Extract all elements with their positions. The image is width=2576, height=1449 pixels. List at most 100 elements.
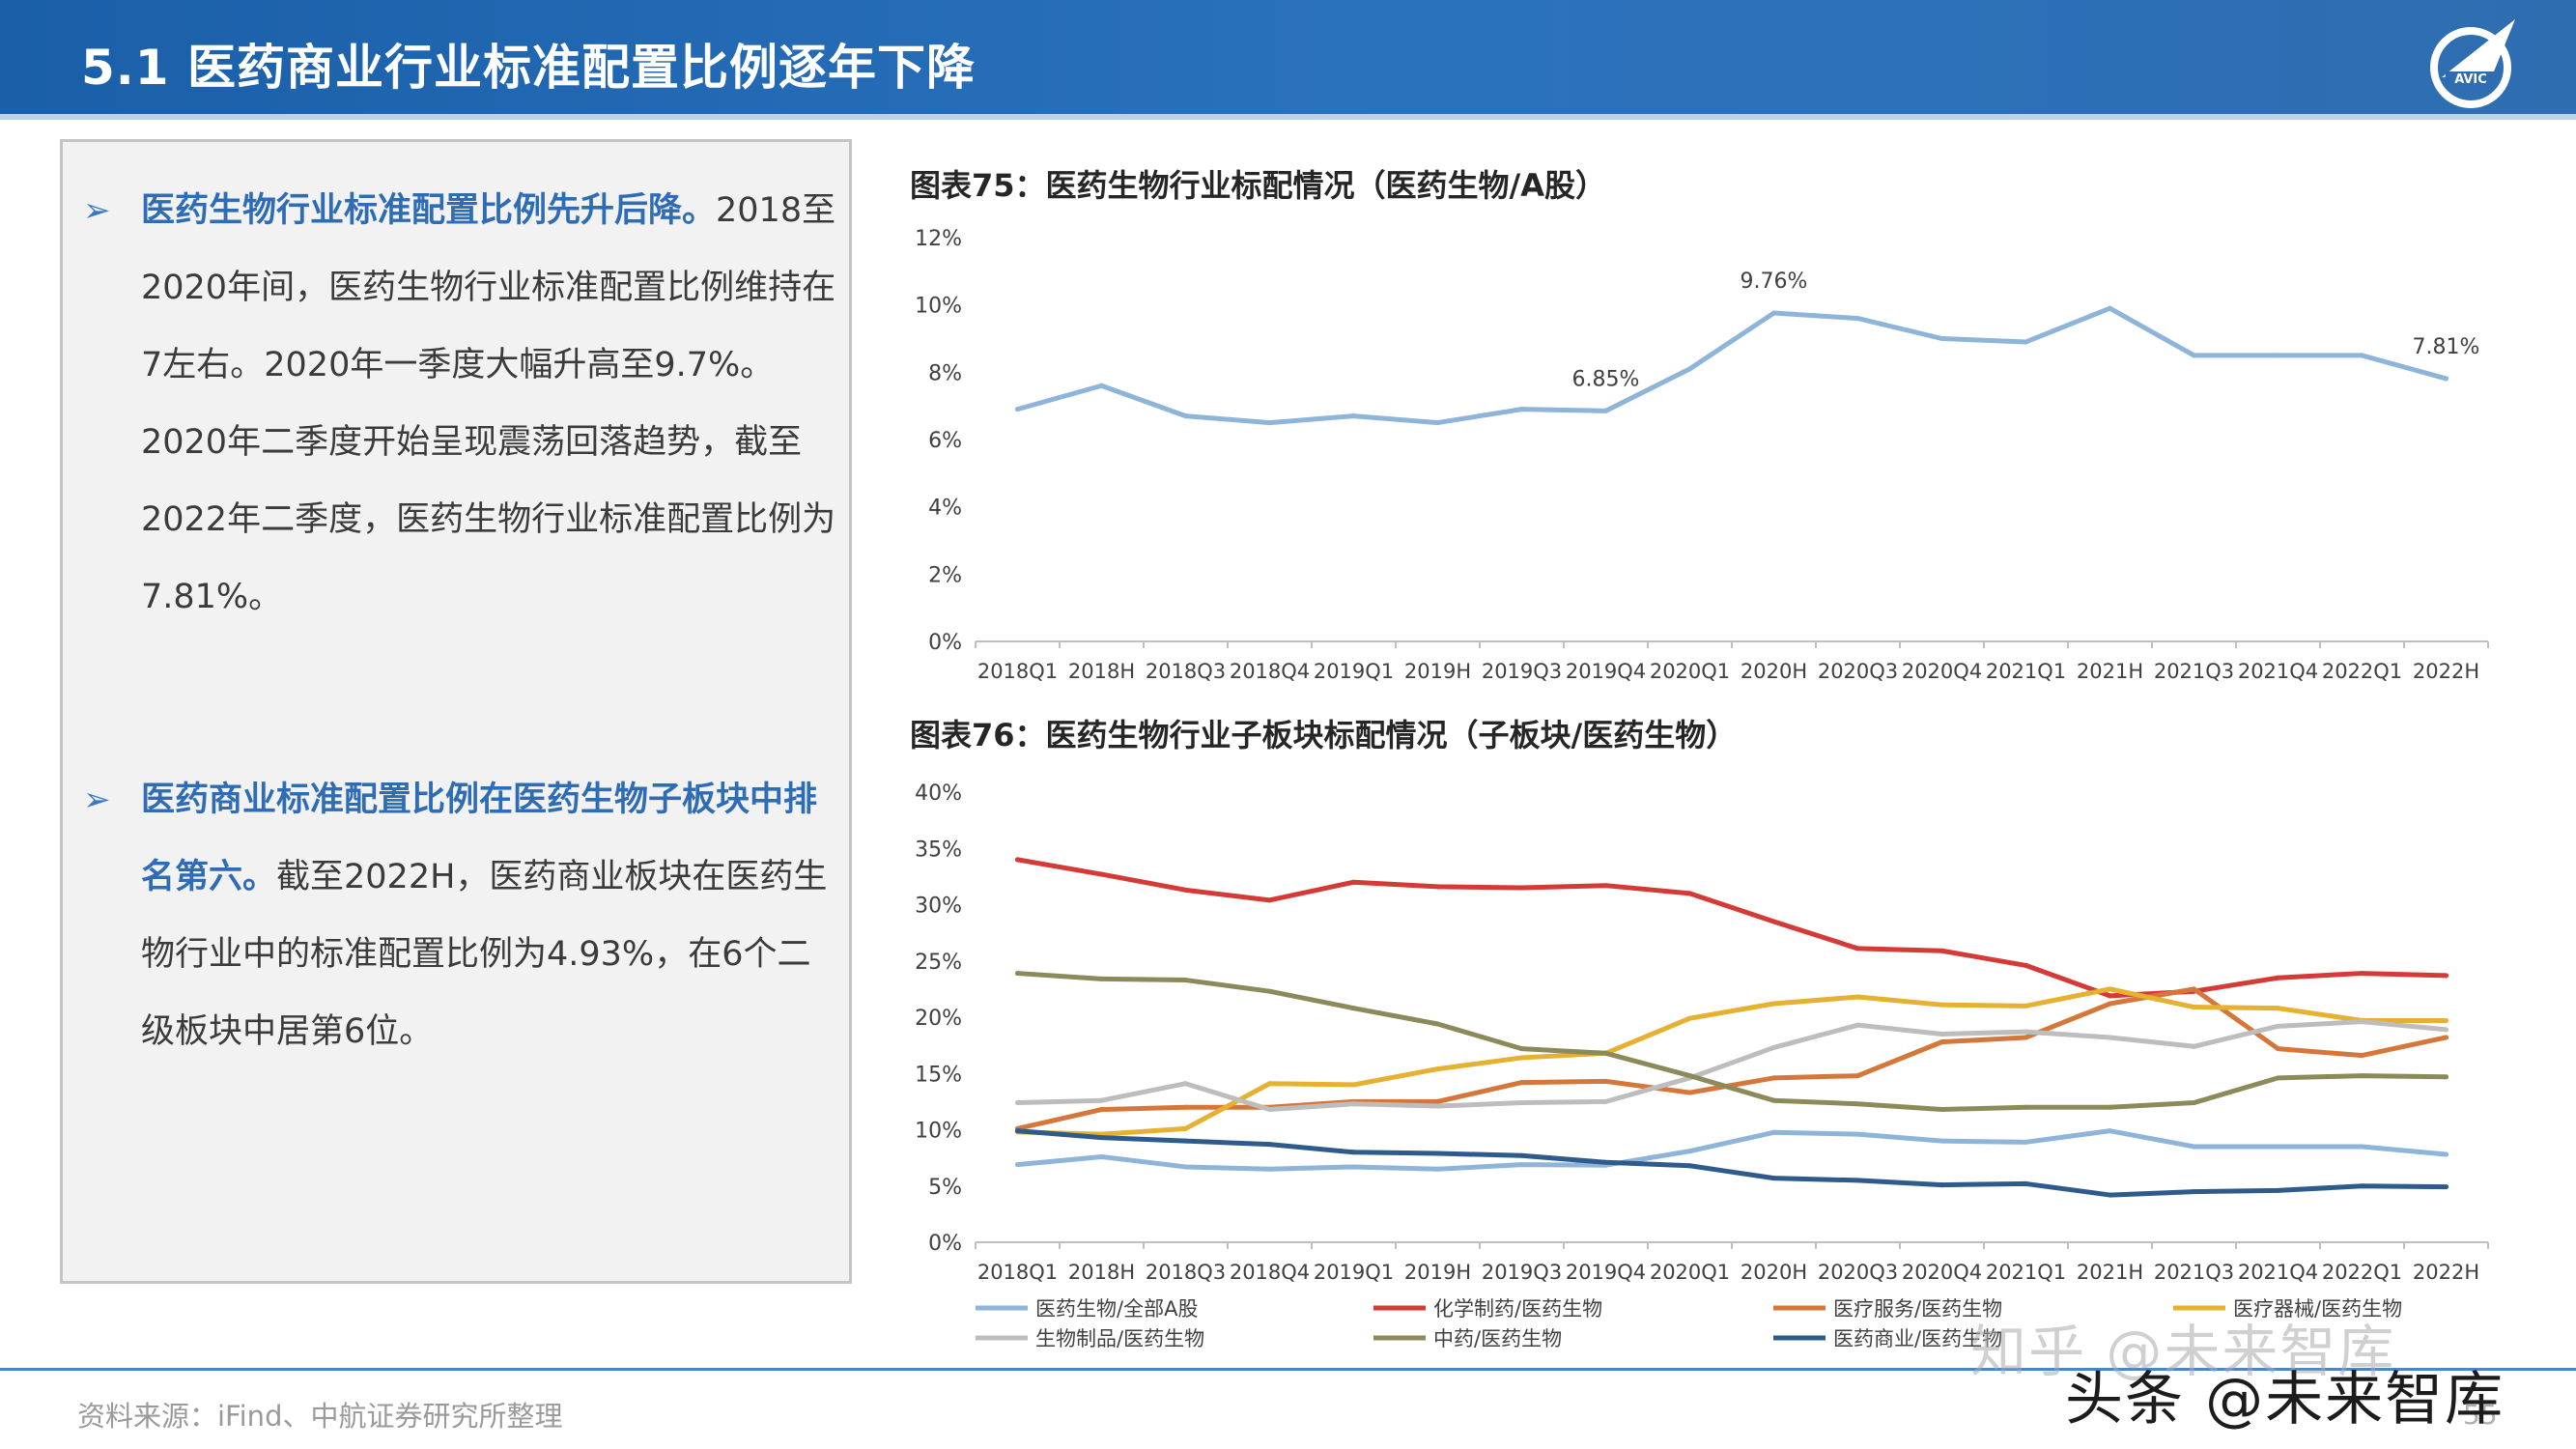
data-point — [1519, 1162, 1524, 1168]
x-tick-label: 2020Q1 — [1650, 660, 1730, 683]
data-point — [1771, 1044, 1776, 1050]
data-point — [1519, 407, 1524, 412]
data-point — [1939, 1107, 1944, 1113]
data-point — [1855, 994, 1860, 1000]
y-tick-label: 0% — [928, 1232, 962, 1256]
data-point — [1099, 1107, 1104, 1113]
data-point — [2108, 1192, 2112, 1198]
data-point — [1099, 871, 1104, 877]
data-point — [1687, 891, 1692, 896]
data-point — [1267, 420, 1272, 426]
bullet-lead-2: 医药商业标准配置比例在医药生物子板块中排名第六。 — [141, 781, 818, 896]
x-tick-label: 2020H — [1741, 1261, 1807, 1284]
data-point — [1771, 1176, 1776, 1181]
data-point — [2360, 1053, 2364, 1059]
data-point — [2192, 1144, 2196, 1150]
data-point — [1519, 1055, 1524, 1061]
data-point — [2444, 1074, 2449, 1080]
bullet-lead-1: 医药生物行业标准配置比例先升后降。 — [141, 191, 717, 230]
data-point — [1099, 1097, 1104, 1103]
data-point — [1687, 1149, 1692, 1154]
series-line-1 — [1015, 305, 2449, 426]
data-point — [2108, 1128, 2112, 1134]
y-tick-label: 35% — [915, 838, 962, 862]
data-point — [2276, 1046, 2280, 1052]
data-point — [1435, 884, 1440, 890]
data-point — [1099, 976, 1104, 981]
x-tick-label: 2019Q4 — [1566, 1261, 1646, 1284]
x-tick-label: 2021Q4 — [2238, 1261, 2318, 1284]
data-point — [2108, 1104, 2112, 1110]
chart-1-title: 图表75：医药生物行业标配情况（医药生物/A股） — [910, 167, 1606, 204]
data-point — [1351, 413, 1356, 419]
data-point — [1771, 1075, 1776, 1081]
x-tick-label: 2021H — [2077, 1261, 2143, 1284]
series-line-5 — [1015, 1019, 2449, 1113]
data-point — [1519, 1080, 1524, 1086]
data-point — [1939, 336, 1944, 341]
data-point — [1855, 316, 1860, 322]
x-tick-label: 2019H — [1404, 660, 1471, 683]
data-point — [2444, 1151, 2449, 1157]
data-point — [1015, 857, 1020, 863]
legend-label: 医疗服务/医药生物 — [1833, 1297, 2002, 1321]
bullet-arrow-icon: ➢ — [83, 781, 111, 819]
data-point — [1183, 413, 1188, 419]
data-point — [1855, 1131, 1860, 1137]
data-point — [1351, 1082, 1356, 1088]
x-tick-label: 2019H — [1404, 1261, 1471, 1284]
x-tick-label: 2018Q1 — [977, 660, 1058, 683]
source-note: 资料来源：iFind、中航证券研究所整理 — [77, 1400, 563, 1433]
x-tick-label: 2020Q3 — [1818, 1261, 1898, 1284]
data-point — [1435, 1021, 1440, 1027]
data-point — [2360, 353, 2364, 358]
data-point — [2024, 1003, 2028, 1009]
data-point — [1351, 1006, 1356, 1011]
data-point — [1939, 1138, 1944, 1144]
chart-2: 0% 5% 10% 15% 20% 25% 30% 35% 40% 2018Q1 2018H 2018… — [915, 781, 2489, 1350]
x-tick-label: 2018Q3 — [1146, 1261, 1226, 1284]
data-point — [1603, 1078, 1608, 1084]
y-tick-label: 30% — [915, 895, 962, 919]
watermark-toutiao: 头条 @未来智库 — [2065, 1366, 2505, 1434]
data-point — [2360, 1073, 2364, 1079]
x-tick-label: 2018Q4 — [1230, 660, 1310, 683]
x-tick-label: 2019Q1 — [1314, 1261, 1394, 1284]
data-point — [1099, 1153, 1104, 1159]
data-point — [1603, 1098, 1608, 1104]
y-tick-label: 10% — [915, 295, 962, 319]
series-line-6 — [1015, 971, 2449, 1113]
y-tick-label: 10% — [915, 1120, 962, 1144]
data-label: 9.76% — [1741, 270, 1808, 294]
data-point — [2024, 1029, 2028, 1035]
data-point — [1183, 1125, 1188, 1131]
data-point — [2024, 1035, 2028, 1040]
x-tick-label: 2022Q1 — [2322, 1261, 2402, 1284]
y-tick-label: 40% — [915, 781, 962, 806]
page-number: 55 — [2463, 1399, 2498, 1431]
series-line-2 — [1015, 857, 2449, 999]
data-point — [2024, 962, 2028, 968]
data-point — [1687, 1163, 1692, 1169]
y-tick-label: 15% — [915, 1063, 962, 1087]
data-point — [1771, 1001, 1776, 1007]
x-tick-label: 2022Q1 — [2322, 660, 2402, 683]
data-point — [2192, 1100, 2196, 1106]
data-point — [2444, 973, 2449, 979]
data-point — [1183, 887, 1188, 893]
data-point — [2444, 1027, 2449, 1033]
x-tick-label: 2019Q3 — [1482, 1261, 1562, 1284]
data-point — [2108, 305, 2112, 311]
data-point — [1771, 1097, 1776, 1103]
data-point — [2192, 353, 2196, 358]
data-point — [2444, 376, 2449, 382]
data-point — [2192, 1043, 2196, 1049]
data-point — [1183, 1081, 1188, 1087]
x-tick-label: 2021H — [2077, 660, 2143, 683]
data-point — [1351, 1164, 1356, 1170]
data-point — [1771, 1129, 1776, 1135]
data-point — [1855, 1073, 1860, 1079]
data-point — [2192, 1005, 2196, 1010]
data-point — [1855, 1022, 1860, 1028]
data-point — [1015, 1100, 1020, 1106]
